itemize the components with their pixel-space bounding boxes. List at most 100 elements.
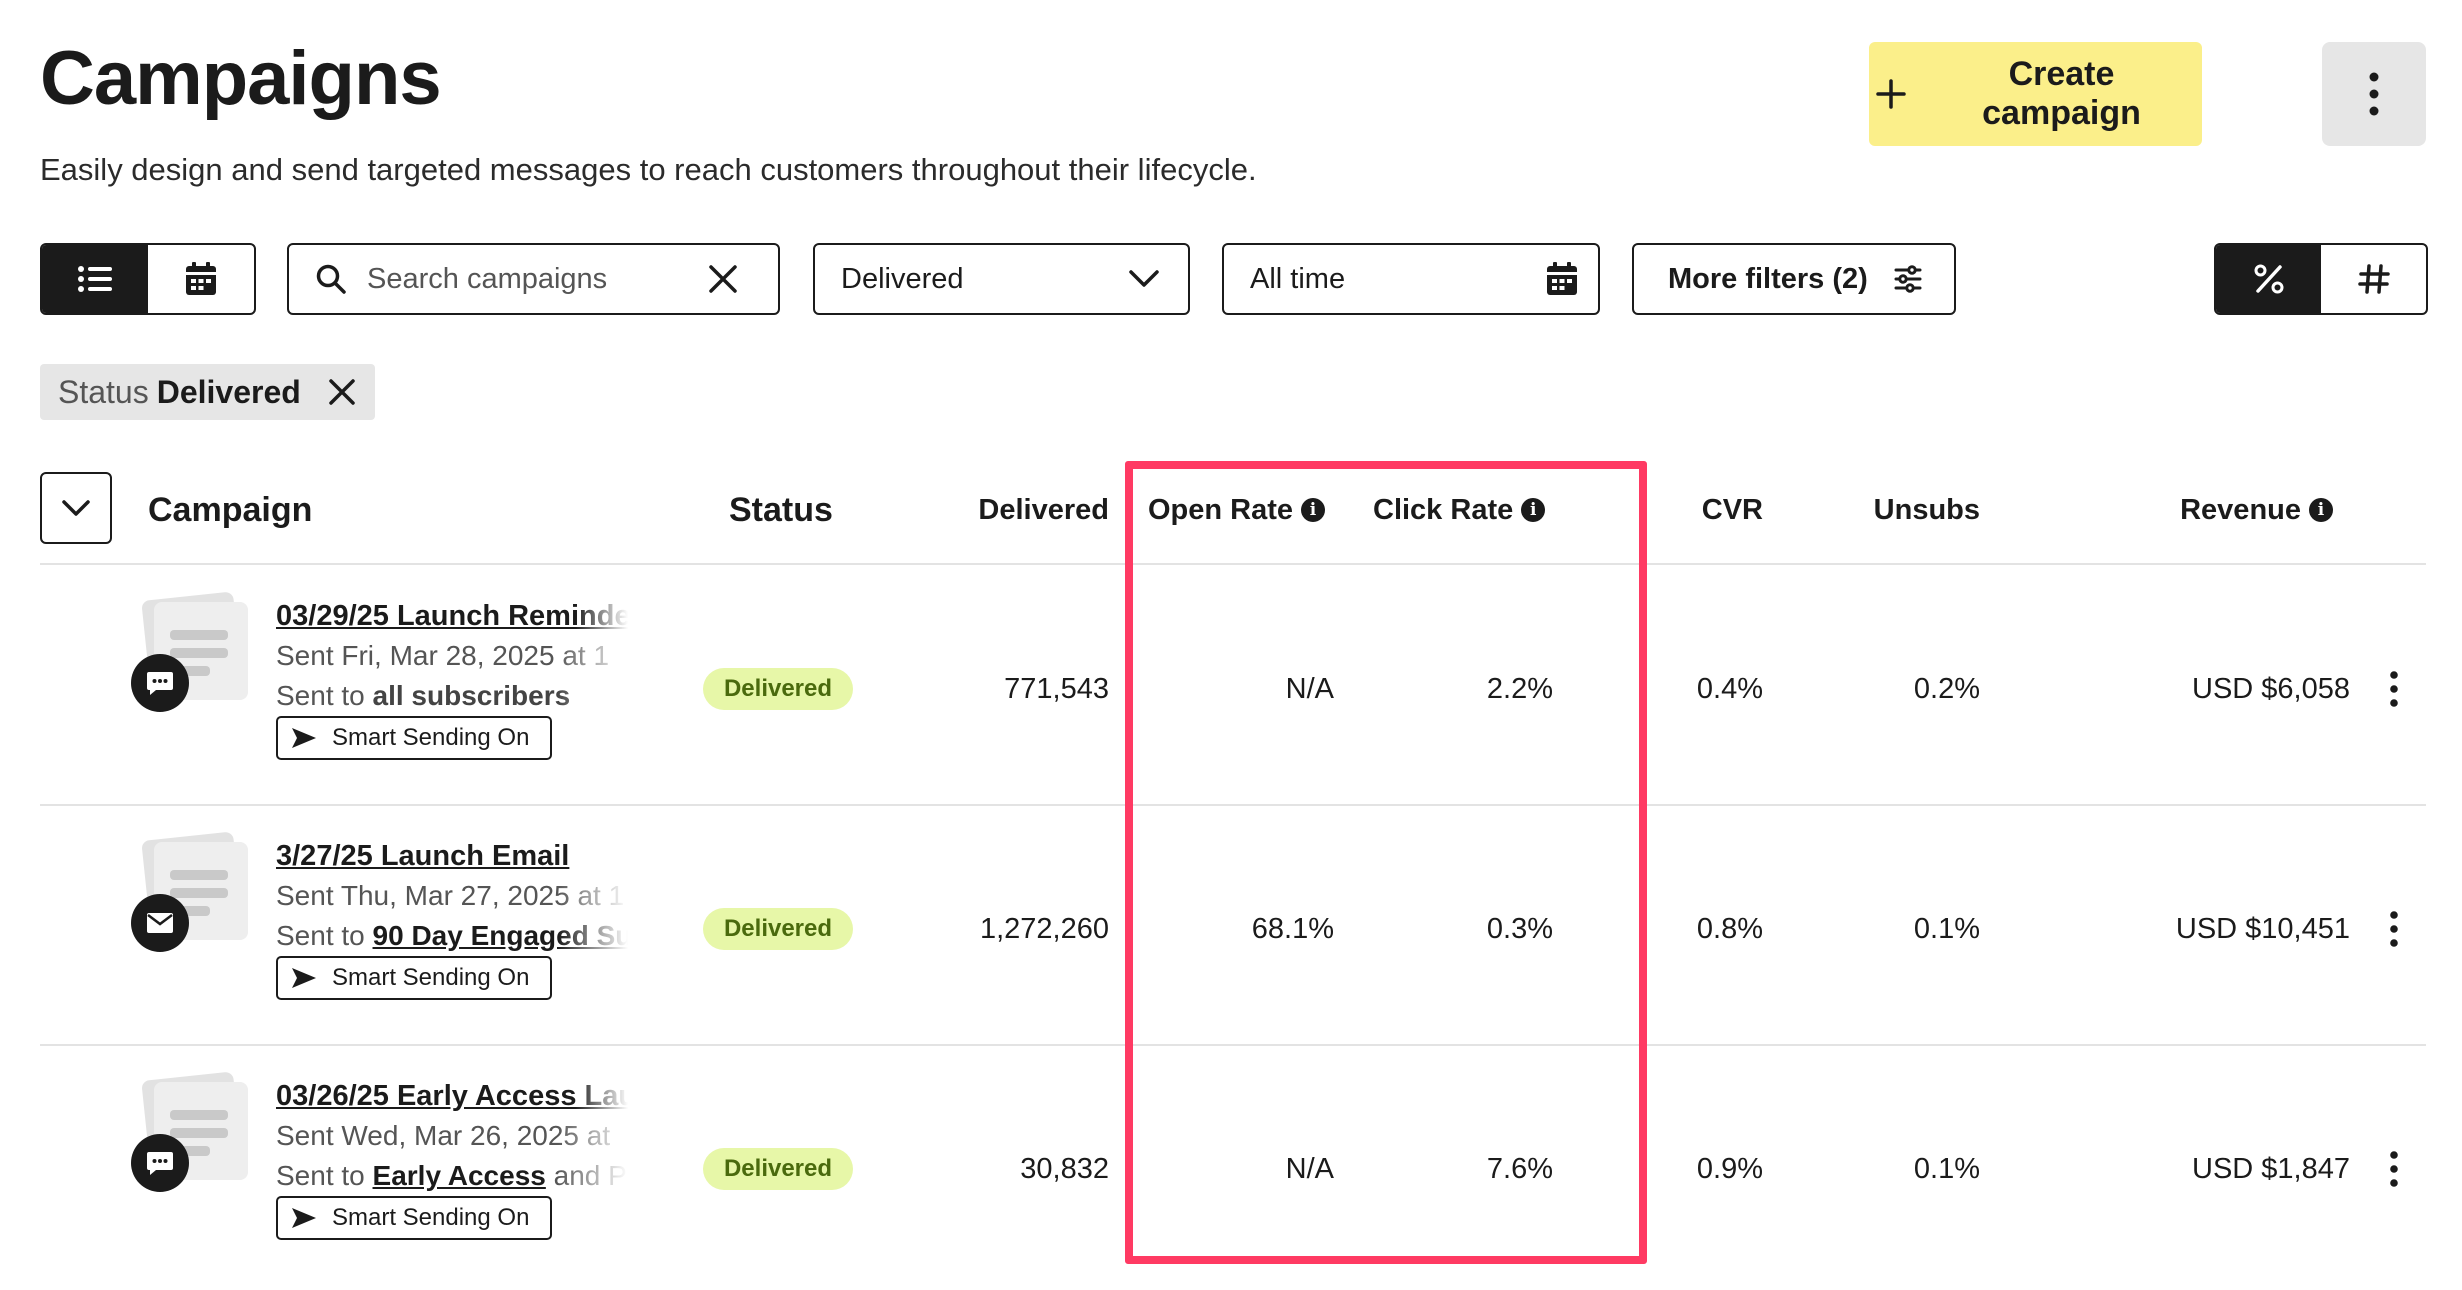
info-icon[interactable]: i [1521,498,1546,522]
more-vertical-icon [2368,71,2380,117]
campaign-sent-date: Sent Thu, Mar 27, 2025 at 1 [276,880,625,911]
smart-sending-label: Smart Sending On [332,724,530,751]
metric-format-toggle [2214,243,2428,315]
smart-sending-badge: Smart Sending On [276,1196,552,1240]
collapse-all-button[interactable] [40,472,112,544]
revenue-value: USD $6,058 [2192,672,2350,705]
chevron-down-icon [1128,269,1160,289]
page-title: Campaigns [40,36,442,121]
list-icon [78,265,112,293]
campaign-audience: Sent to all subscribers [276,680,571,711]
column-header-delivered[interactable]: Delivered [978,493,1109,526]
delivered-value: 30,832 [1020,1152,1109,1185]
search-icon [315,263,347,295]
percent-icon [2253,263,2285,295]
campaign-name-link[interactable]: 03/29/25 Launch Reminder [276,600,628,632]
sms-icon [131,654,189,712]
cvr-value: 0.4% [1696,672,1763,705]
calendar-view-button[interactable] [148,245,254,313]
info-icon[interactable]: i [1301,498,1326,522]
table-divider [40,563,2426,565]
create-campaign-button[interactable]: Create campaign [1869,42,2202,146]
campaign-info: 03/29/25 Launch Reminder Sent Fri, Mar 2… [276,596,628,716]
campaign-info: 3/27/25 Launch Email Sent Thu, Mar 27, 2… [276,836,628,956]
info-icon[interactable]: i [2309,498,2333,522]
column-header-cvr[interactable]: CVR [1701,493,1763,526]
number-view-button[interactable] [2321,245,2426,313]
delivered-value: 771,543 [1004,672,1109,705]
table-row[interactable]: 3/27/25 Launch Email Sent Thu, Mar 27, 2… [0,806,2462,1044]
status-select[interactable]: Delivered [813,243,1190,315]
filter-chip-key: Status [58,373,149,410]
column-header-revenue[interactable]: Revenue i [2100,470,2333,550]
table-row[interactable]: 03/29/25 Launch Reminder Sent Fri, Mar 2… [0,566,2462,804]
page-subtitle: Easily design and send targeted messages… [40,152,1257,187]
campaign-audience: Sent to Early Access and Po [276,1160,628,1191]
sms-icon [131,1134,189,1192]
click-rate-value: 0.3% [1486,912,1553,945]
row-actions-button[interactable] [2376,1141,2412,1197]
more-filters-button[interactable]: More filters (2) [1632,243,1956,315]
send-arrow-icon [290,966,318,990]
revenue-value: USD $1,847 [2192,1152,2350,1185]
campaign-name-link[interactable]: 3/27/25 Launch Email [276,840,570,872]
column-header-status[interactable]: Status [729,490,833,529]
column-header-open-rate[interactable]: Open Rate i [1148,470,1326,550]
delivered-value: 1,272,260 [979,912,1109,945]
view-toggle [40,243,256,315]
column-header-campaign[interactable]: Campaign [148,490,313,529]
unsubs-value: 0.1% [1913,1152,1980,1185]
search-input[interactable] [367,262,687,296]
campaign-sent-date: Sent Fri, Mar 28, 2025 at 1 [276,640,610,671]
audience-link[interactable]: Early Access [372,1160,546,1191]
page-more-options-button[interactable] [2322,42,2426,146]
more-vertical-icon [2389,1150,2399,1188]
calendar-icon [1546,262,1578,296]
column-header-click-rate[interactable]: Click Rate i [1373,470,1546,550]
campaign-audience: Sent to 90 Day Engaged Su [276,916,628,956]
row-divider [40,804,2426,806]
open-rate-value: 68.1% [1251,912,1334,945]
click-rate-value: 7.6% [1486,1152,1553,1185]
open-rate-value: N/A [1285,672,1334,705]
row-actions-button[interactable] [2376,661,2412,717]
revenue-label: Revenue [2180,493,2301,526]
table-header: Campaign Status Delivered Open Rate i Cli… [0,470,2462,560]
email-icon [131,894,189,952]
highlight-annotation-box [1125,461,1647,1264]
open-rate-value: N/A [1285,1152,1334,1185]
row-divider [40,1044,2426,1046]
campaign-thumbnail [141,591,248,700]
more-vertical-icon [2389,910,2399,948]
audience-label: all subscribers [372,680,571,711]
list-view-button[interactable] [42,245,148,313]
column-header-unsubs[interactable]: Unsubs [1873,493,1980,526]
cvr-value: 0.8% [1696,912,1763,945]
table-row[interactable]: 03/26/25 Early Access Lau Sent Wed, Mar … [0,1046,2462,1284]
more-filters-label: More filters (2) [1668,262,1868,295]
campaign-sent-date: Sent Wed, Mar 26, 2025 at [276,1120,611,1151]
campaign-info: 03/26/25 Early Access Lau Sent Wed, Mar … [276,1076,628,1196]
open-rate-label: Open Rate [1148,493,1294,526]
plus-icon [1875,78,1907,110]
calendar-icon [185,262,217,296]
hash-icon [2357,263,2390,295]
smart-sending-label: Smart Sending On [332,1204,530,1231]
click-rate-value: 2.2% [1486,672,1553,705]
revenue-value: USD $10,451 [2175,912,2350,945]
date-range-picker[interactable]: All time [1222,243,1600,315]
status-badge: Delivered [703,1148,853,1190]
smart-sending-badge: Smart Sending On [276,956,552,1000]
campaign-name-link[interactable]: 03/26/25 Early Access Lau [276,1080,628,1112]
create-campaign-label: Create campaign [1982,55,2141,132]
clear-search-icon[interactable] [708,264,738,294]
status-badge: Delivered [703,668,853,710]
smart-sending-label: Smart Sending On [332,964,530,991]
chevron-down-icon [61,499,91,517]
percent-view-button[interactable] [2216,245,2321,313]
row-actions-button[interactable] [2376,901,2412,957]
click-rate-label: Click Rate [1373,493,1514,526]
unsubs-value: 0.2% [1913,672,1980,705]
remove-filter-icon[interactable] [327,377,357,407]
audience-link[interactable]: 90 Day Engaged Su [372,920,628,951]
